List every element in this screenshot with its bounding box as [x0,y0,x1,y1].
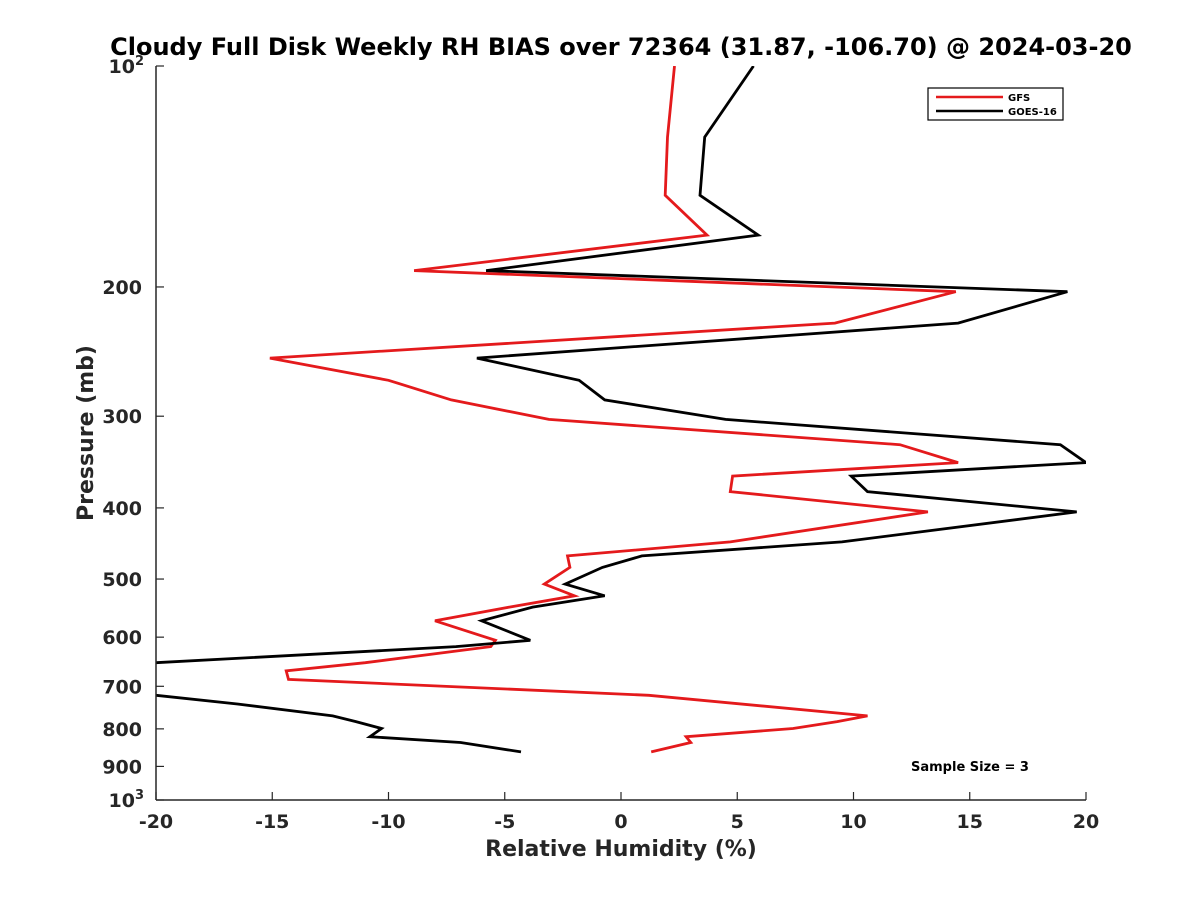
y-tick-label: 800 [102,719,142,741]
x-tick-label: 10 [840,811,866,833]
y-tick-label: 300 [102,406,142,428]
legend: GFS GOES-16 [927,87,1064,121]
series-line-goes16 [156,66,1086,754]
y-tick-label: 900 [102,756,142,778]
y-axis-label: Pressure (mb) [74,345,99,521]
y-tick-label-exponent: 2 [135,54,144,69]
series-layer [156,66,1086,754]
x-axis-label: Relative Humidity (%) [485,837,757,862]
y-tick-label-base: 10 [109,56,135,78]
legend-label-goes16: GOES-16 [1008,107,1057,118]
legend-label-gfs: GFS [1008,93,1030,104]
legend-box [927,87,1064,121]
axes-layer: -20 -15 -10 -5 0 5 10 15 20102200300400500600700… [102,54,1099,833]
x-tick-label: 20 [1073,811,1099,833]
series-line-gfs [269,66,959,754]
chart-title: Cloudy Full Disk Weekly RH BIAS over 723… [110,33,1132,61]
x-tick-label: 5 [731,811,744,833]
y-tick-label-exponent: 3 [135,788,144,803]
y-tick-label: 700 [102,676,142,698]
y-tick-label: 600 [102,627,142,649]
x-tick-label: -10 [371,811,405,833]
x-tick-label: -5 [494,811,515,833]
y-tick-label: 500 [102,569,142,591]
y-tick-label-base: 10 [109,790,135,812]
sample-size-annotation: Sample Size = 3 [911,760,1029,775]
x-tick-label: 0 [614,811,627,833]
x-tick-label: 15 [957,811,983,833]
y-tick-label: 400 [102,498,142,520]
y-tick-label: 200 [102,277,142,299]
y-tick-label: 102 [109,54,145,78]
y-tick-label: 103 [109,788,145,812]
x-tick-label: -15 [255,811,289,833]
x-tick-label: -20 [139,811,173,833]
